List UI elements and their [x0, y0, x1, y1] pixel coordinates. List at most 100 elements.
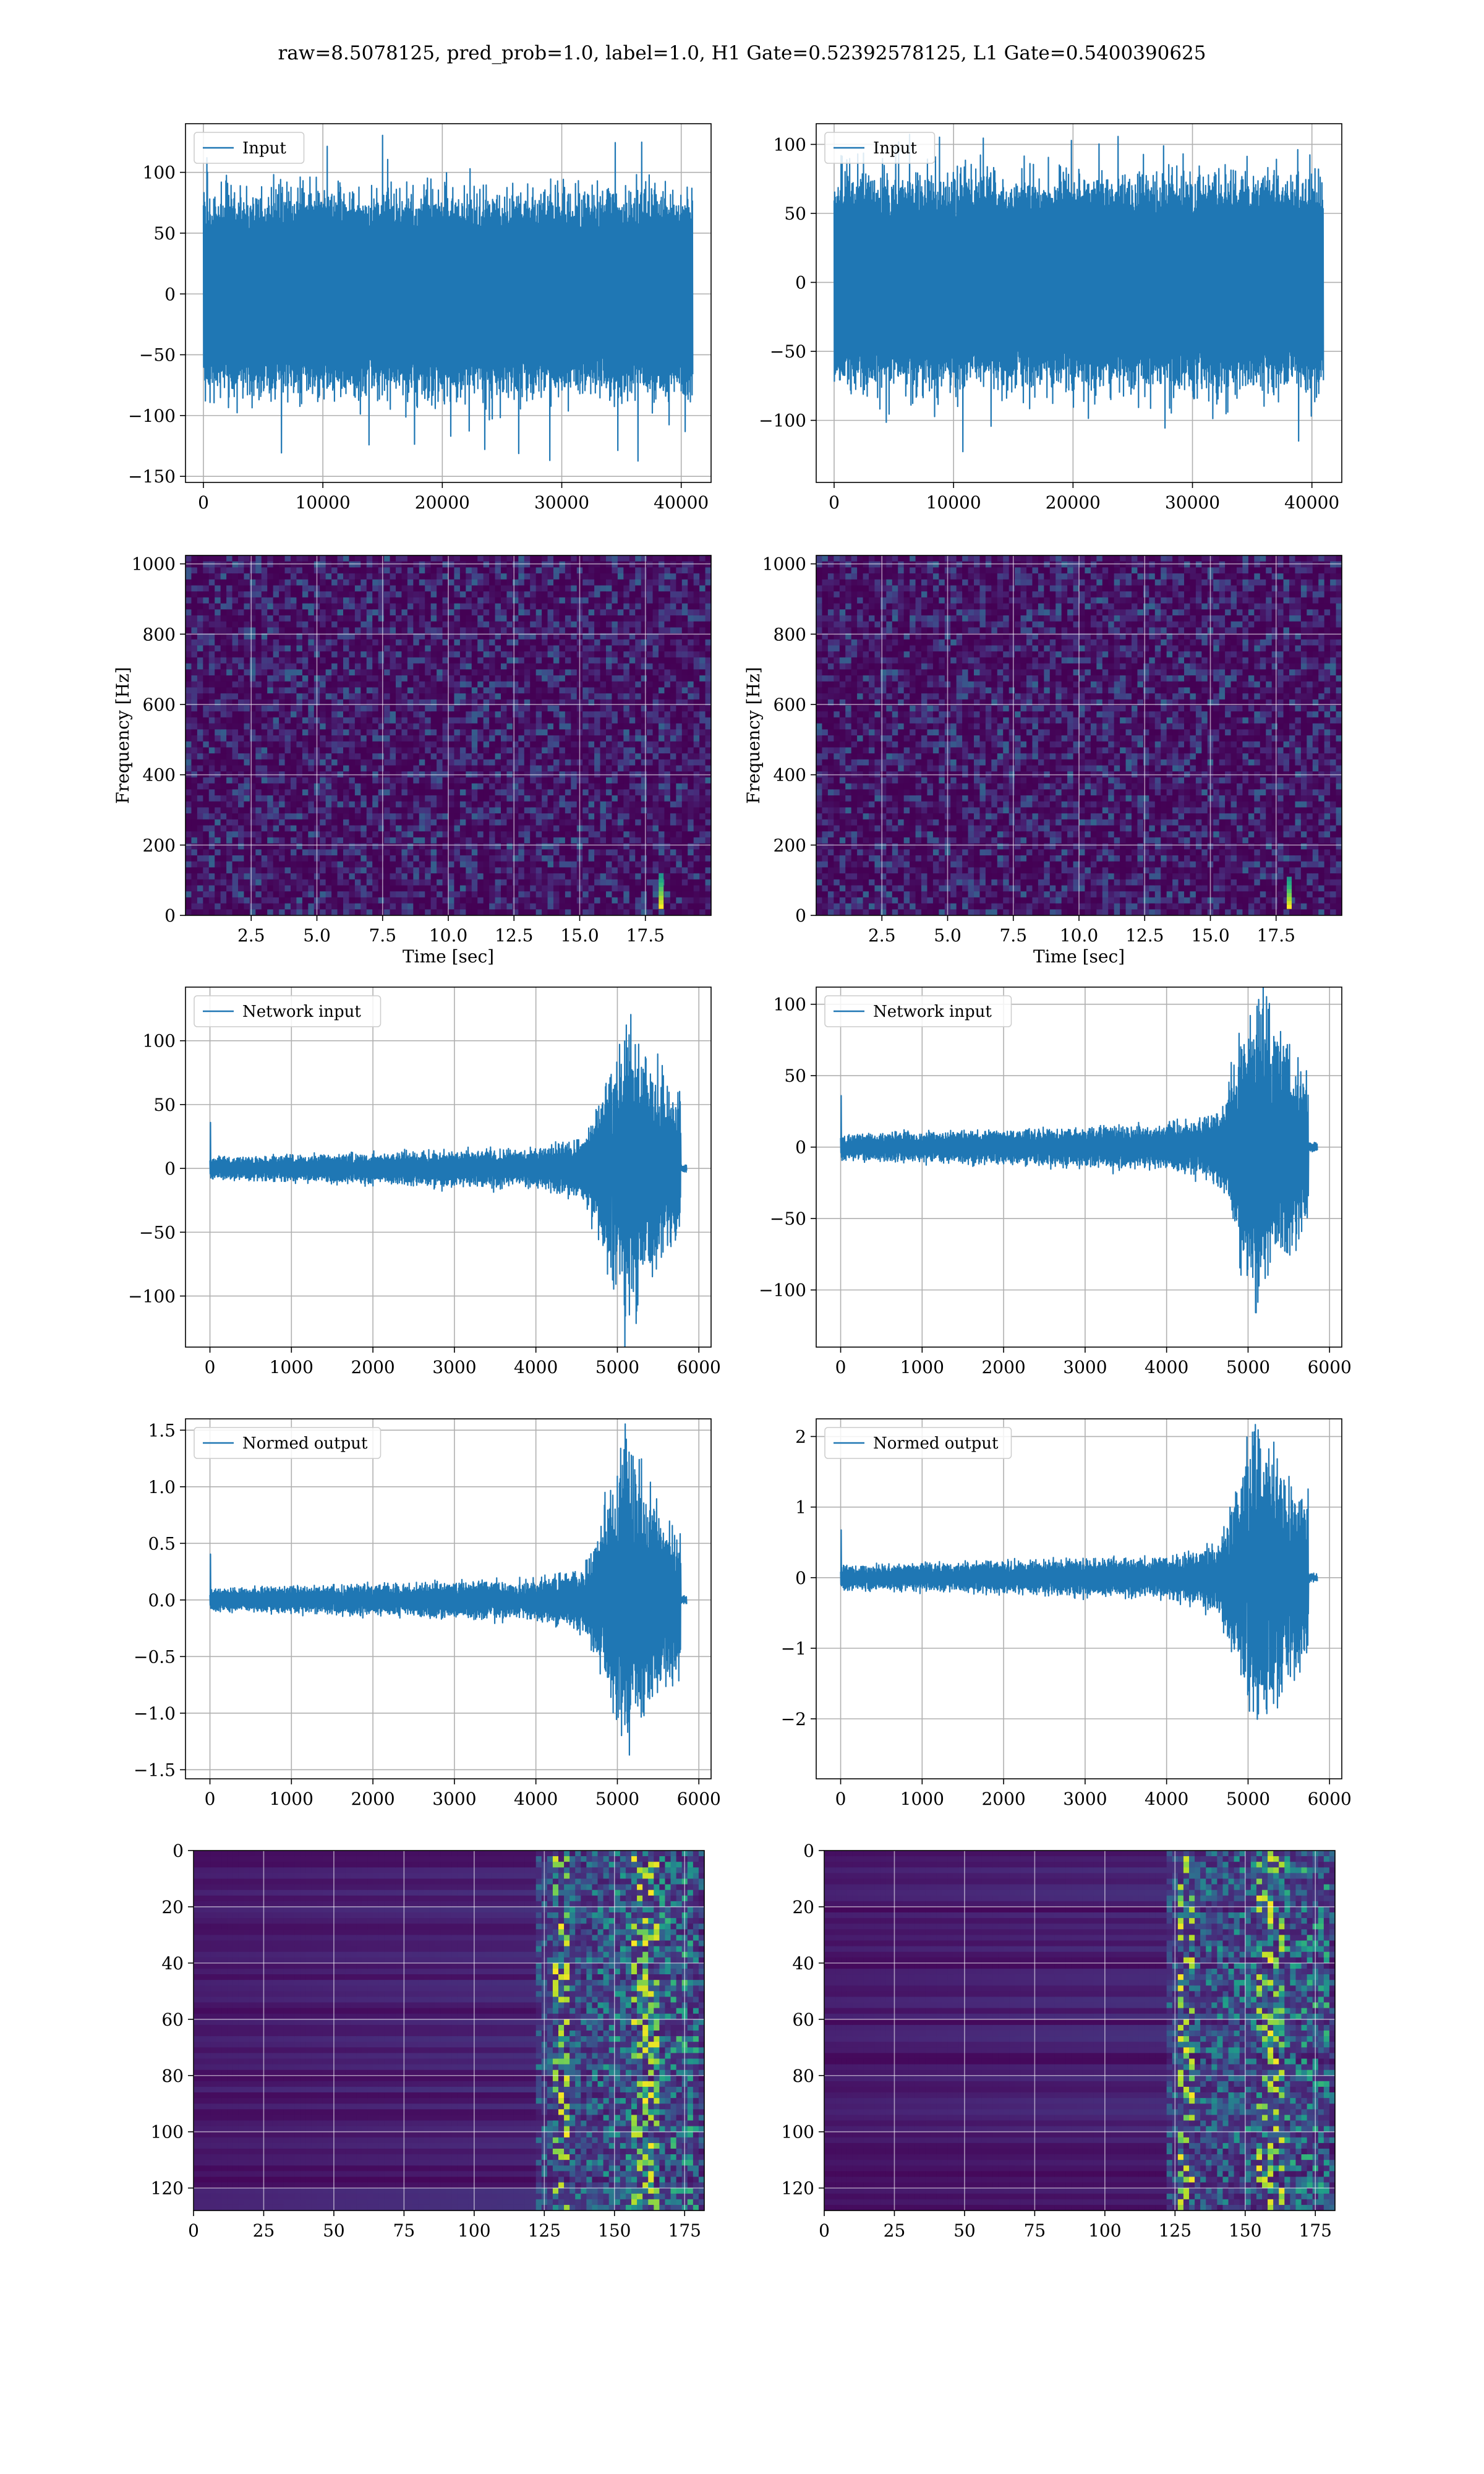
normed-output-h1-ticks: 0 1000 2000 3000 4000 5000 6000 −1.5 −1.0 −0.5 0.0… — [134, 1420, 721, 1809]
network-input-h1-xtick-label: 5000 — [595, 1357, 639, 1377]
feature-map-l1-xtick-label: 175 — [1299, 2220, 1332, 2241]
spectrogram-h1-xtick-label: 10.0 — [429, 925, 467, 946]
normed-output-l1-ticks: 0 1000 2000 3000 4000 5000 6000 −2 −1 0 1 2 — [781, 1427, 1352, 1809]
input-h1-xtick-label: 40000 — [654, 492, 709, 513]
spectrogram-l1-xtick-label: 15.0 — [1191, 925, 1229, 946]
spectrogram-h1-ylabel: Frequency [Hz] — [113, 667, 133, 803]
feature-map-l1-ytick-label: 60 — [792, 2010, 814, 2030]
feature-map-l1-xtick-label: 0 — [819, 2220, 830, 2241]
feature-map-h1-xtick-label: 125 — [528, 2220, 561, 2241]
normed-output-h1-ytick-label: 1.5 — [148, 1420, 176, 1440]
spectrogram-l1-ytick-label: 200 — [774, 835, 806, 855]
feature-map-l1-ytick-label: 20 — [792, 1897, 814, 1917]
network-input-h1-frame — [185, 987, 712, 1348]
normed-output-h1-ytick-label: −0.5 — [134, 1646, 176, 1667]
spectrogram-h1-xtick-label: 17.5 — [626, 925, 665, 946]
spectrogram-h1-ytick-label: 200 — [143, 835, 176, 855]
normed-output-h1-legend-label: Normed output — [242, 1434, 368, 1453]
feature-map-l1-plot: 0 25 50 75 100 125 150 175 0 20 40 60 80 100 120 — [782, 1841, 1336, 2241]
normed-output-h1-xtick-label: 2000 — [351, 1789, 394, 1809]
spectrogram-l1-ylabel: Frequency [Hz] — [743, 667, 764, 803]
normed-output-h1-xtick-label: 0 — [205, 1789, 216, 1809]
normed-output-l1-xtick-label: 6000 — [1308, 1789, 1352, 1809]
feature-map-h1-ytick-label: 120 — [151, 2178, 184, 2199]
input-l1-xtick-label: 10000 — [926, 492, 981, 513]
spectrogram-l1-xlabel: Time [sec] — [1033, 946, 1125, 967]
feature-map-h1-xtick-label: 150 — [598, 2220, 631, 2241]
normed-output-l1-legend: Normed output — [824, 1427, 1012, 1459]
network-input-h1-ytick-label: −50 — [139, 1222, 176, 1243]
normed-output-l1-xtick-label: 5000 — [1226, 1789, 1270, 1809]
input-h1-ticks: 0 10000 20000 30000 40000 −150 −100 −50 0 50 100 — [128, 163, 709, 513]
feature-map-h1-ytick-label: 100 — [151, 2122, 184, 2142]
input-l1-xtick-label: 40000 — [1284, 492, 1339, 513]
spectrogram-l1-ytick-label: 600 — [774, 695, 806, 715]
input-l1-xtick-label: 20000 — [1046, 492, 1101, 513]
spectrogram-h1-ytick-label: 800 — [143, 624, 176, 644]
feature-map-h1-ytick-label: 40 — [161, 1953, 184, 1974]
input-h1-legend-label: Input — [242, 139, 286, 158]
feature-map-h1-frame — [193, 1850, 705, 2211]
network-input-h1-xtick-label: 3000 — [432, 1357, 476, 1377]
network-input-h1-xtick-label: 1000 — [270, 1357, 313, 1377]
input-l1-frame — [816, 123, 1342, 483]
input-l1-xtick-label: 30000 — [1165, 492, 1220, 513]
network-input-l1-ytick-label: 100 — [774, 995, 806, 1015]
normed-output-h1-plot: Normed output 0 1000 2000 3000 4000 5000 6000 −1… — [134, 1418, 721, 1809]
feature-map-h1-xtick-label: 75 — [393, 2220, 416, 2241]
normed-output-l1-frame — [816, 1418, 1342, 1779]
normed-output-l1-xtick-label: 3000 — [1063, 1789, 1107, 1809]
input-h1-xtick-label: 0 — [198, 492, 209, 513]
spectrogram-h1-grid — [186, 555, 711, 915]
spectrogram-h1-xlabel: Time [sec] — [403, 946, 494, 967]
feature-map-h1-ytick-label: 0 — [173, 1841, 184, 1861]
input-h1-ytick-label: −100 — [128, 406, 176, 426]
network-input-l1-ytick-label: −50 — [770, 1209, 806, 1229]
network-input-h1-ytick-label: 50 — [153, 1095, 176, 1115]
feature-map-h1-xtick-label: 100 — [458, 2220, 490, 2241]
input-l1-ytick-label: 50 — [784, 203, 806, 224]
normed-output-h1-ytick-label: −1.0 — [134, 1703, 176, 1724]
feature-map-l1-ytick-label: 0 — [803, 1841, 814, 1861]
feature-map-l1-grid — [824, 1851, 1335, 2211]
feature-map-l1-frame — [824, 1850, 1336, 2211]
spectrogram-h1-ytick-label: 1000 — [132, 554, 176, 575]
feature-map-l1-ticks: 0 25 50 75 100 125 150 175 0 20 40 60 80 100 120 — [782, 1841, 1332, 2241]
normed-output-l1-xtick-label: 0 — [835, 1789, 846, 1809]
spectrogram-l1-ytick-label: 0 — [795, 905, 806, 926]
normed-output-h1-legend: Normed output — [194, 1427, 382, 1459]
feature-map-l1-ytick-label: 120 — [782, 2178, 814, 2199]
input-l1-ytick-label: −100 — [759, 411, 806, 431]
normed-output-h1-xtick-label: 6000 — [677, 1789, 721, 1809]
input-l1-ytick-label: −50 — [770, 341, 806, 362]
feature-map-h1-ticks: 0 25 50 75 100 125 150 175 0 20 40 60 80 100 120 — [151, 1841, 701, 2241]
normed-output-l1-ytick-label: −1 — [781, 1638, 806, 1659]
spectrogram-l1-xtick-label: 7.5 — [999, 925, 1027, 946]
spectrogram-l1-xtick-label: 2.5 — [868, 925, 896, 946]
normed-output-h1-xtick-label: 4000 — [514, 1789, 558, 1809]
input-l1-ytick-label: 0 — [795, 273, 806, 293]
network-input-h1-xtick-label: 4000 — [514, 1357, 558, 1377]
figure-title: raw=8.5078125, pred_prob=1.0, label=1.0,… — [0, 42, 1484, 64]
spectrogram-l1-xtick-label: 10.0 — [1060, 925, 1098, 946]
spectrogram-h1-xtick-label: 5.0 — [303, 925, 331, 946]
normed-output-l1-ytick-label: −2 — [781, 1709, 806, 1729]
input-l1-series-line — [833, 134, 1324, 453]
input-h1-xtick-label: 20000 — [415, 492, 470, 513]
network-input-h1-ytick-label: 100 — [143, 1031, 176, 1051]
spectrogram-h1-xtick-label: 7.5 — [369, 925, 396, 946]
network-input-l1-legend: Network input — [824, 995, 1012, 1027]
network-input-h1-xtick-label: 0 — [205, 1357, 216, 1377]
feature-map-h1-image — [194, 1851, 704, 2211]
spectrogram-h1-plot: 2.5 5.0 7.5 10.0 12.5 15.0 17.5 0 200 400 600 800 10… — [113, 554, 712, 967]
spectrogram-l1-ytick-label: 400 — [774, 765, 806, 785]
network-input-l1-xtick-label: 6000 — [1308, 1357, 1352, 1377]
normed-output-h1-ytick-label: 1.0 — [148, 1477, 176, 1497]
feature-map-h1-grid — [194, 1851, 704, 2211]
input-h1-plot: Input 0 10000 20000 30000 40000 −150 −100 −50 0 50… — [128, 123, 712, 513]
feature-map-l1-xtick-label: 150 — [1229, 2220, 1261, 2241]
spectrogram-h1-ytick-label: 600 — [143, 695, 176, 715]
input-h1-legend: Input — [194, 132, 305, 164]
